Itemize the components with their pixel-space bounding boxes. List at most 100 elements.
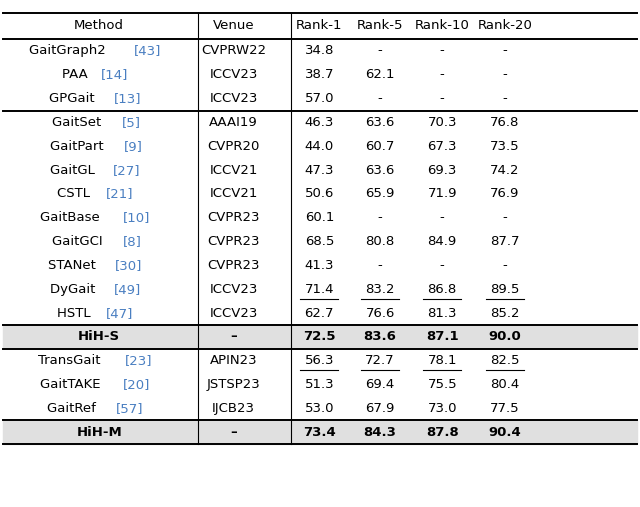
Text: Rank-10: Rank-10 [415, 19, 470, 32]
Text: 84.9: 84.9 [428, 235, 457, 248]
Text: 69.3: 69.3 [428, 164, 457, 176]
Text: 83.6: 83.6 [364, 331, 397, 343]
Text: GaitGCI: GaitGCI [52, 235, 106, 248]
Text: 68.5: 68.5 [305, 235, 334, 248]
Bar [3, 63, 637, 87]
Text: ICCV23: ICCV23 [209, 283, 258, 296]
Bar [3, 254, 637, 277]
Text: ICCV21: ICCV21 [209, 188, 258, 200]
Text: -: - [502, 45, 508, 57]
Text: 73.5: 73.5 [490, 140, 520, 153]
Bar [3, 230, 637, 254]
Text: APIN23: APIN23 [210, 354, 257, 367]
Text: ICCV21: ICCV21 [209, 164, 258, 176]
Text: HiH-S: HiH-S [78, 331, 120, 343]
Text: 71.9: 71.9 [428, 188, 457, 200]
Text: [13]: [13] [114, 92, 141, 105]
Text: 51.3: 51.3 [305, 378, 334, 391]
Text: 62.1: 62.1 [365, 68, 395, 81]
Text: -: - [378, 92, 383, 105]
Text: [5]: [5] [122, 116, 140, 129]
Text: CVPR20: CVPR20 [207, 140, 260, 153]
Text: -: - [502, 68, 508, 81]
Text: 85.2: 85.2 [490, 307, 520, 319]
Bar [3, 158, 637, 182]
Text: 50.6: 50.6 [305, 188, 334, 200]
Text: 62.7: 62.7 [305, 307, 334, 319]
Text: 84.3: 84.3 [364, 426, 397, 439]
Text: 41.3: 41.3 [305, 259, 334, 272]
Text: -: - [440, 92, 445, 105]
Text: 90.0: 90.0 [488, 331, 522, 343]
Text: 78.1: 78.1 [428, 354, 457, 367]
Text: 80.8: 80.8 [365, 235, 395, 248]
Text: GaitPart: GaitPart [50, 140, 108, 153]
Text: -: - [502, 259, 508, 272]
Text: 90.4: 90.4 [488, 426, 522, 439]
Bar [3, 396, 637, 420]
Text: [57]: [57] [116, 402, 143, 415]
Text: -: - [502, 211, 508, 224]
Text: GaitRef: GaitRef [47, 402, 100, 415]
Text: 38.7: 38.7 [305, 68, 334, 81]
Bar [3, 373, 637, 396]
Text: ICCV23: ICCV23 [209, 307, 258, 319]
Text: 63.6: 63.6 [365, 164, 395, 176]
Text: –: – [230, 331, 237, 343]
Text: 76.8: 76.8 [490, 116, 520, 129]
Text: 89.5: 89.5 [490, 283, 520, 296]
Bar [3, 206, 637, 230]
Text: Venue: Venue [212, 19, 255, 32]
Text: -: - [440, 211, 445, 224]
Text: 67.9: 67.9 [365, 402, 395, 415]
Text: 73.4: 73.4 [303, 426, 336, 439]
Text: GaitGL: GaitGL [50, 164, 99, 176]
Bar [3, 134, 637, 158]
Text: 70.3: 70.3 [428, 116, 457, 129]
Text: [27]: [27] [113, 164, 141, 176]
Text: [8]: [8] [122, 235, 141, 248]
Text: Rank-20: Rank-20 [477, 19, 532, 32]
Text: [49]: [49] [114, 283, 141, 296]
Text: CVPR23: CVPR23 [207, 211, 260, 224]
Text: 60.7: 60.7 [365, 140, 395, 153]
Text: GaitSet: GaitSet [52, 116, 106, 129]
Text: 34.8: 34.8 [305, 45, 334, 57]
Text: 60.1: 60.1 [305, 211, 334, 224]
Text: 57.0: 57.0 [305, 92, 334, 105]
Text: CSTL: CSTL [58, 188, 95, 200]
Text: ICCV23: ICCV23 [209, 68, 258, 81]
Text: 46.3: 46.3 [305, 116, 334, 129]
Text: 67.3: 67.3 [428, 140, 457, 153]
Text: CVPR23: CVPR23 [207, 235, 260, 248]
Bar [3, 325, 637, 349]
Text: 82.5: 82.5 [490, 354, 520, 367]
Text: 69.4: 69.4 [365, 378, 395, 391]
Text: GaitBase: GaitBase [40, 211, 104, 224]
Text: -: - [440, 45, 445, 57]
Text: GPGait: GPGait [49, 92, 99, 105]
Text: -: - [502, 92, 508, 105]
Text: 72.5: 72.5 [303, 331, 335, 343]
Text: [9]: [9] [124, 140, 143, 153]
Text: 86.8: 86.8 [428, 283, 457, 296]
Text: 81.3: 81.3 [428, 307, 457, 319]
Text: [20]: [20] [124, 378, 150, 391]
Text: –: – [230, 426, 237, 439]
Bar [3, 87, 637, 111]
Text: 72.7: 72.7 [365, 354, 395, 367]
Text: [10]: [10] [123, 211, 150, 224]
Text: -: - [440, 68, 445, 81]
Text: -: - [440, 259, 445, 272]
Text: PAA: PAA [62, 68, 92, 81]
Text: 56.3: 56.3 [305, 354, 334, 367]
Bar [3, 420, 637, 444]
Text: 44.0: 44.0 [305, 140, 334, 153]
Text: HiH-M: HiH-M [76, 426, 122, 439]
Text: 87.8: 87.8 [426, 426, 459, 439]
Text: [14]: [14] [101, 68, 128, 81]
Text: [30]: [30] [115, 259, 143, 272]
Text: 65.9: 65.9 [365, 188, 395, 200]
Text: Rank-5: Rank-5 [357, 19, 403, 32]
Text: [21]: [21] [106, 188, 133, 200]
